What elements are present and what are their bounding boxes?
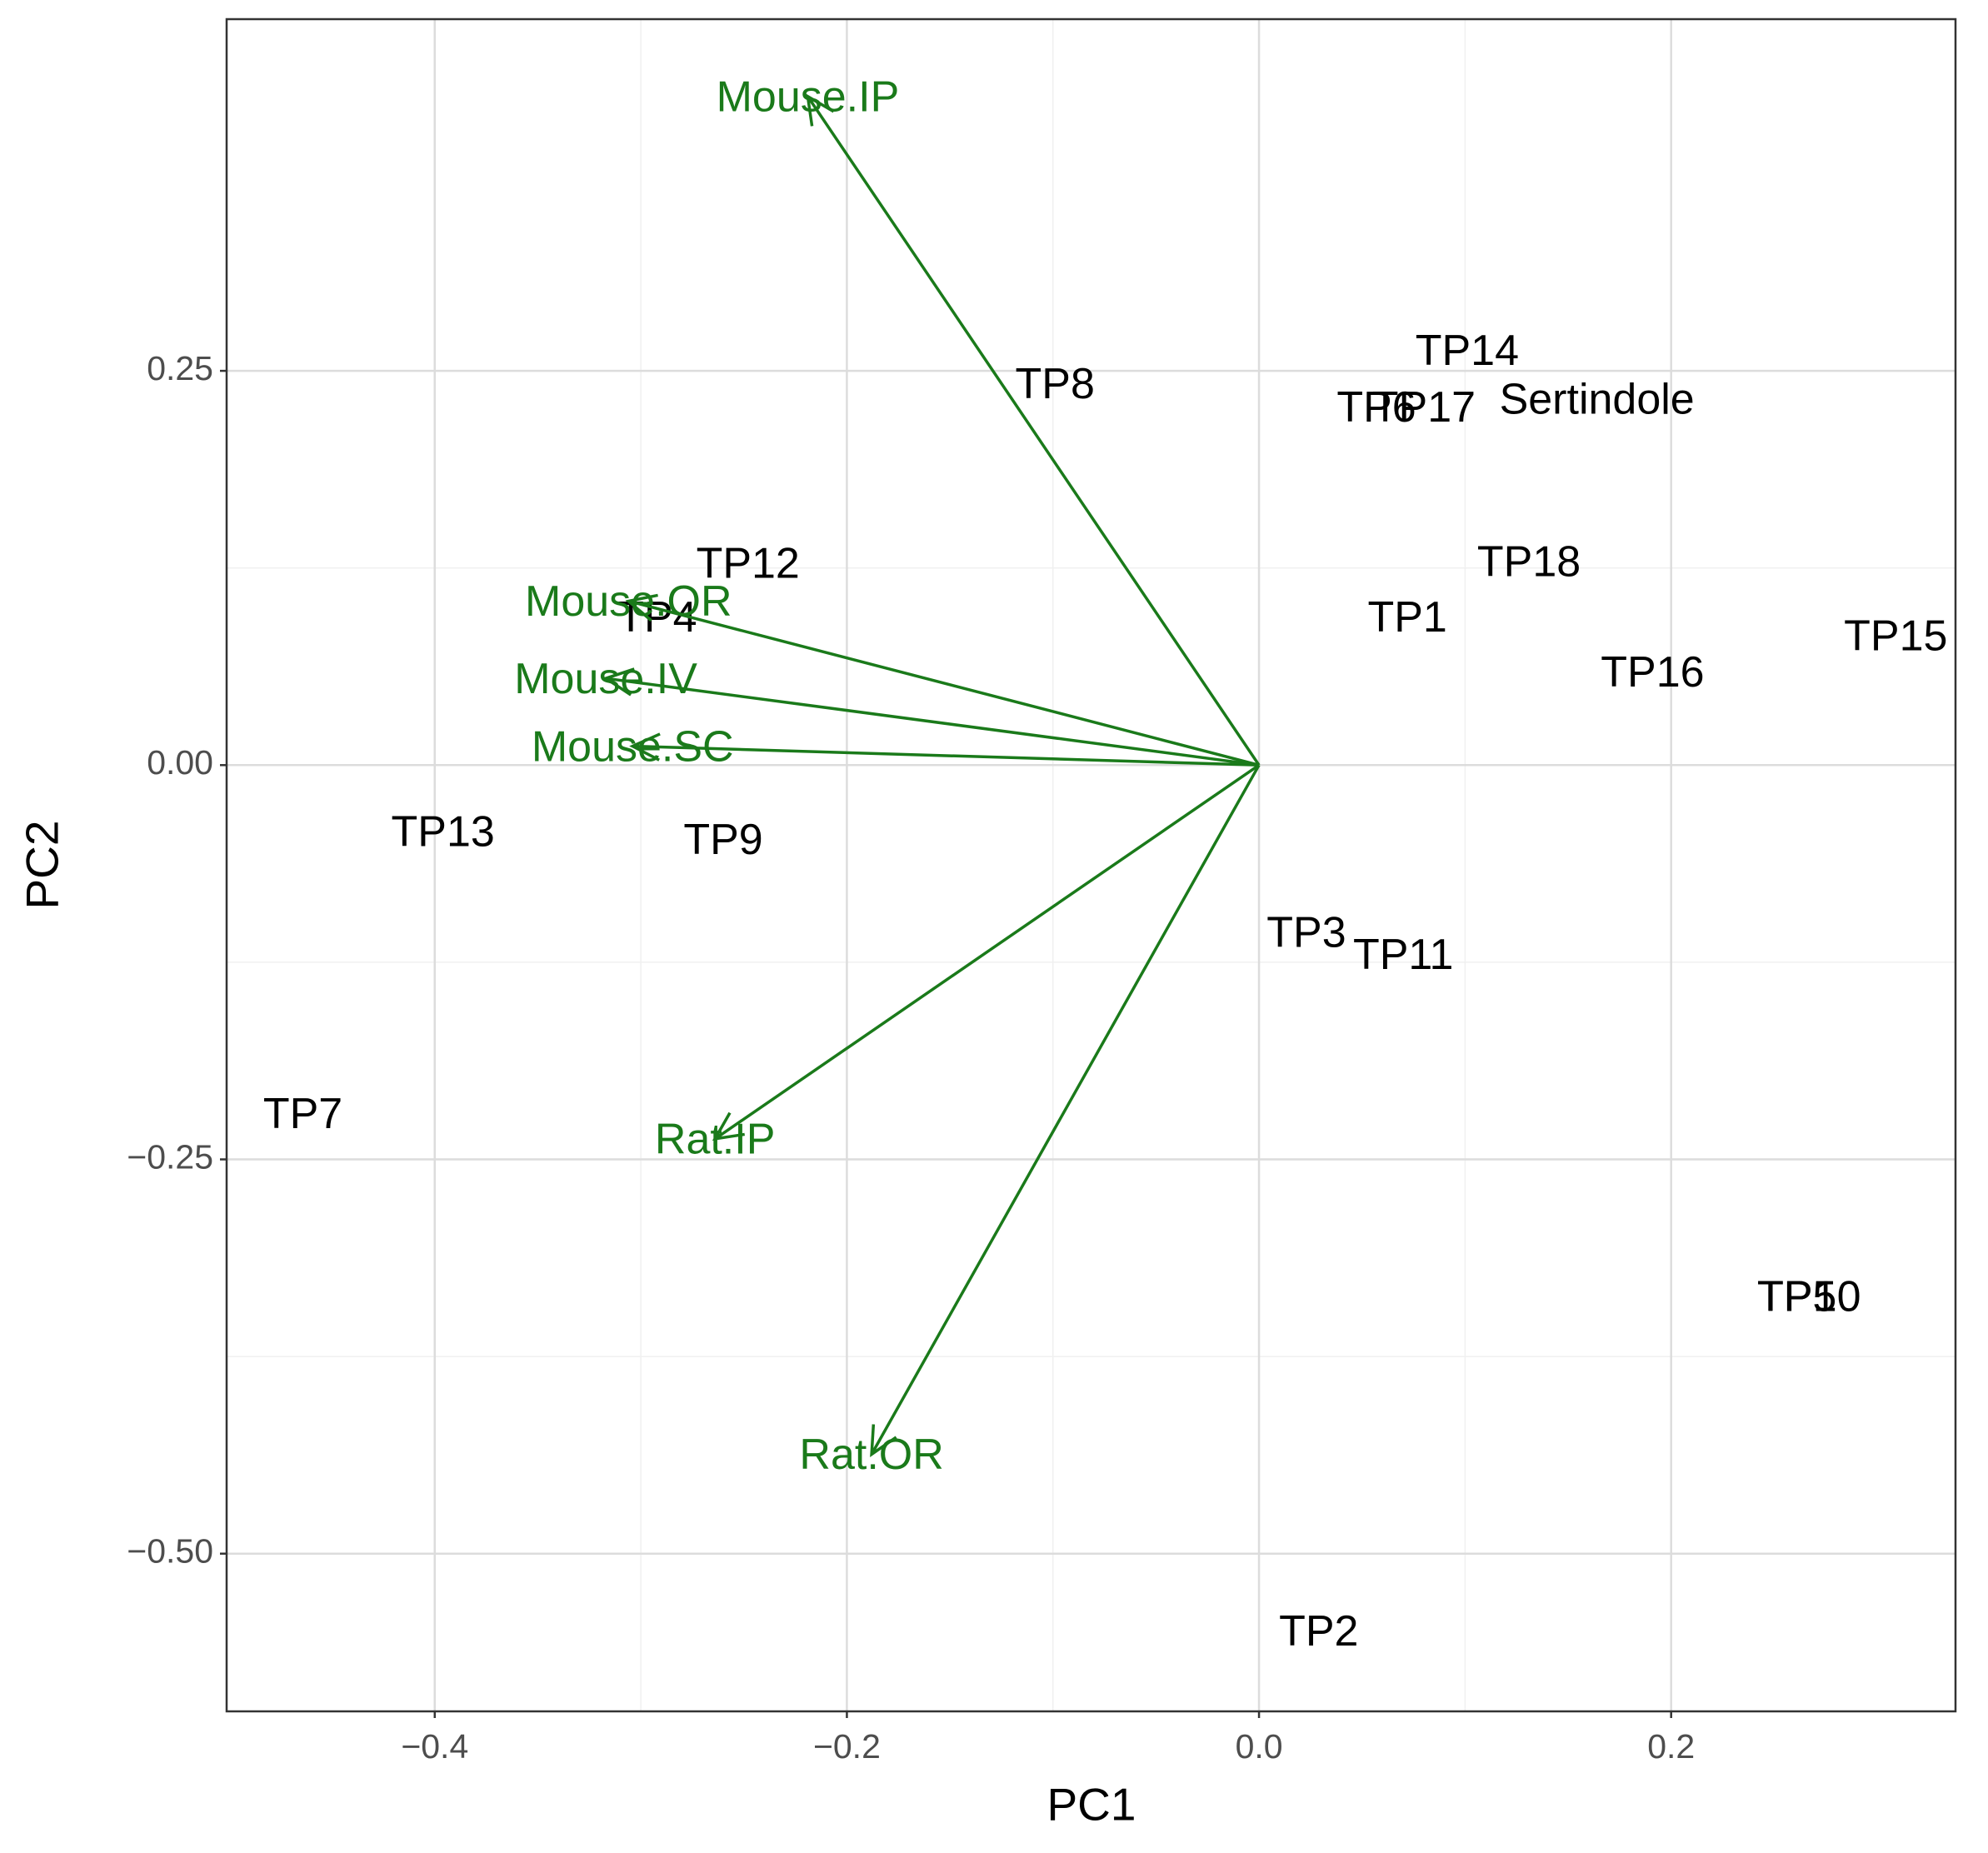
y-tick-label: 0.25 bbox=[147, 349, 213, 387]
loading-label: Rat.OR bbox=[799, 1431, 943, 1479]
point-label: TP2 bbox=[1279, 1607, 1358, 1656]
loading-arrow bbox=[806, 93, 1261, 767]
y-axis-title: PC2 bbox=[17, 821, 68, 910]
point-label: Sertindole bbox=[1500, 376, 1695, 424]
loading-arrow bbox=[602, 667, 1260, 767]
point-label: TP8 bbox=[1016, 360, 1095, 408]
loading-arrow bbox=[629, 732, 1260, 767]
point-label: TP17 bbox=[1372, 383, 1476, 432]
y-tick-label: −0.50 bbox=[127, 1532, 213, 1571]
point-label: TP6 bbox=[1336, 383, 1416, 432]
point-label: TP1 bbox=[1367, 593, 1446, 642]
point-label: TP11 bbox=[1353, 931, 1453, 979]
point-label: TP9 bbox=[683, 816, 762, 864]
point-label: TP10 bbox=[1757, 1273, 1861, 1321]
loading-arrow bbox=[625, 593, 1260, 767]
y-tick-label: 0.00 bbox=[147, 743, 213, 782]
point-label: TP18 bbox=[1477, 538, 1581, 587]
point-label: TP14 bbox=[1416, 327, 1519, 375]
loading-label: Mouse.SC bbox=[532, 722, 734, 771]
loading-arrow bbox=[712, 763, 1261, 1141]
point-label: TP15 bbox=[1844, 612, 1947, 661]
x-axis-title: PC1 bbox=[1047, 1779, 1136, 1831]
x-tick-label: −0.4 bbox=[401, 1727, 468, 1766]
point-label: TP7 bbox=[263, 1090, 342, 1138]
loading-label: Rat.IP bbox=[655, 1116, 776, 1164]
loading-label: Mouse.IV bbox=[514, 655, 697, 703]
panel-border bbox=[225, 17, 1957, 1713]
loading-arrow bbox=[870, 764, 1261, 1457]
point-label: TP3 bbox=[1266, 908, 1346, 956]
point-label: TP12 bbox=[697, 540, 800, 588]
x-tick-label: 0.0 bbox=[1236, 1727, 1283, 1766]
loading-label: Mouse.OR bbox=[525, 577, 732, 626]
x-tick-label: 0.2 bbox=[1647, 1727, 1695, 1766]
loading-label: Mouse.IP bbox=[717, 72, 900, 121]
x-tick-label: −0.2 bbox=[813, 1727, 881, 1766]
point-label: TP5 bbox=[1757, 1273, 1836, 1321]
point-label: TP16 bbox=[1601, 648, 1704, 697]
point-label: TP13 bbox=[392, 807, 495, 856]
y-tick-label: −0.25 bbox=[127, 1137, 213, 1176]
